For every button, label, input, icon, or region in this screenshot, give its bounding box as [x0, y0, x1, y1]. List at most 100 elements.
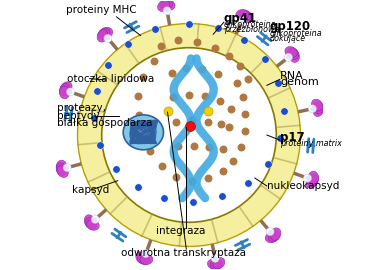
Point: [147, 149, 153, 153]
Point: [169, 71, 175, 75]
Ellipse shape: [289, 50, 299, 62]
Text: p17: p17: [280, 131, 305, 144]
Point: [226, 54, 232, 58]
Point: [239, 145, 245, 149]
Circle shape: [305, 176, 310, 180]
Ellipse shape: [236, 9, 249, 20]
Ellipse shape: [123, 115, 163, 150]
Circle shape: [102, 48, 276, 222]
Point: [228, 107, 234, 111]
Ellipse shape: [313, 104, 324, 117]
Text: odwrotna transkryptaza: odwrotna transkryptaza: [121, 248, 246, 258]
Point: [220, 169, 226, 173]
Point: [113, 166, 119, 171]
Ellipse shape: [311, 99, 323, 111]
Text: nukleokapsyd: nukleokapsyd: [267, 181, 339, 191]
Ellipse shape: [308, 174, 319, 187]
Point: [159, 164, 165, 168]
Point: [215, 72, 221, 76]
Circle shape: [310, 107, 314, 111]
Point: [175, 38, 181, 42]
Point: [105, 62, 112, 67]
Circle shape: [65, 166, 69, 170]
Circle shape: [91, 215, 99, 224]
Circle shape: [213, 256, 217, 261]
Circle shape: [142, 249, 150, 258]
Ellipse shape: [268, 231, 280, 242]
Point: [186, 93, 192, 97]
Ellipse shape: [158, 0, 170, 12]
Circle shape: [144, 251, 148, 256]
Text: genom: genom: [280, 77, 319, 87]
Point: [230, 158, 236, 163]
Point: [187, 123, 194, 128]
Point: [152, 27, 158, 31]
Ellipse shape: [265, 232, 278, 243]
Ellipse shape: [160, 0, 172, 10]
Ellipse shape: [213, 258, 225, 269]
Ellipse shape: [100, 27, 113, 38]
Text: glikoproteina: glikoproteina: [224, 20, 277, 29]
Point: [265, 161, 271, 166]
Point: [245, 76, 251, 81]
Point: [205, 119, 211, 124]
Point: [183, 66, 189, 70]
Circle shape: [266, 228, 274, 236]
Ellipse shape: [56, 163, 67, 176]
Text: proteiny matrix: proteiny matrix: [280, 139, 342, 148]
Point: [175, 144, 181, 148]
Ellipse shape: [285, 47, 297, 57]
Point: [281, 109, 287, 113]
Circle shape: [285, 53, 293, 61]
Circle shape: [104, 34, 112, 42]
Point: [200, 67, 206, 71]
Point: [242, 111, 248, 116]
Circle shape: [165, 9, 169, 13]
Point: [135, 94, 141, 98]
Text: gp120: gp120: [270, 20, 311, 33]
Text: peptydy,: peptydy,: [57, 111, 103, 121]
Point: [215, 26, 221, 31]
Point: [220, 147, 226, 151]
Point: [219, 194, 225, 198]
Text: RNA: RNA: [280, 72, 304, 82]
Circle shape: [63, 164, 71, 172]
Circle shape: [287, 55, 291, 59]
Point: [189, 178, 195, 183]
Ellipse shape: [241, 11, 253, 23]
Point: [240, 38, 246, 42]
Text: proteiny MHC: proteiny MHC: [67, 5, 137, 15]
Point: [245, 181, 251, 185]
Point: [97, 143, 103, 147]
Ellipse shape: [60, 82, 72, 93]
Point: [191, 144, 197, 148]
Ellipse shape: [308, 171, 319, 184]
Text: gp41: gp41: [224, 12, 257, 25]
Point: [212, 46, 218, 50]
Circle shape: [66, 88, 74, 96]
Circle shape: [268, 230, 272, 234]
Ellipse shape: [87, 220, 99, 230]
Point: [161, 196, 167, 200]
Point: [172, 119, 178, 124]
Circle shape: [308, 105, 316, 113]
Point: [226, 125, 232, 129]
Ellipse shape: [85, 218, 96, 229]
Point: [94, 89, 100, 93]
Ellipse shape: [56, 160, 67, 173]
Point: [217, 99, 223, 103]
Ellipse shape: [140, 254, 153, 265]
Point: [205, 176, 211, 180]
Text: dokujące: dokujące: [270, 34, 306, 43]
Circle shape: [106, 36, 110, 40]
Point: [151, 59, 157, 63]
Ellipse shape: [59, 86, 70, 99]
Ellipse shape: [208, 259, 220, 269]
Point: [140, 75, 146, 79]
Point: [189, 118, 195, 122]
Ellipse shape: [138, 254, 150, 265]
Ellipse shape: [239, 10, 251, 21]
Point: [170, 95, 176, 100]
Point: [262, 57, 268, 61]
Point: [277, 136, 284, 140]
